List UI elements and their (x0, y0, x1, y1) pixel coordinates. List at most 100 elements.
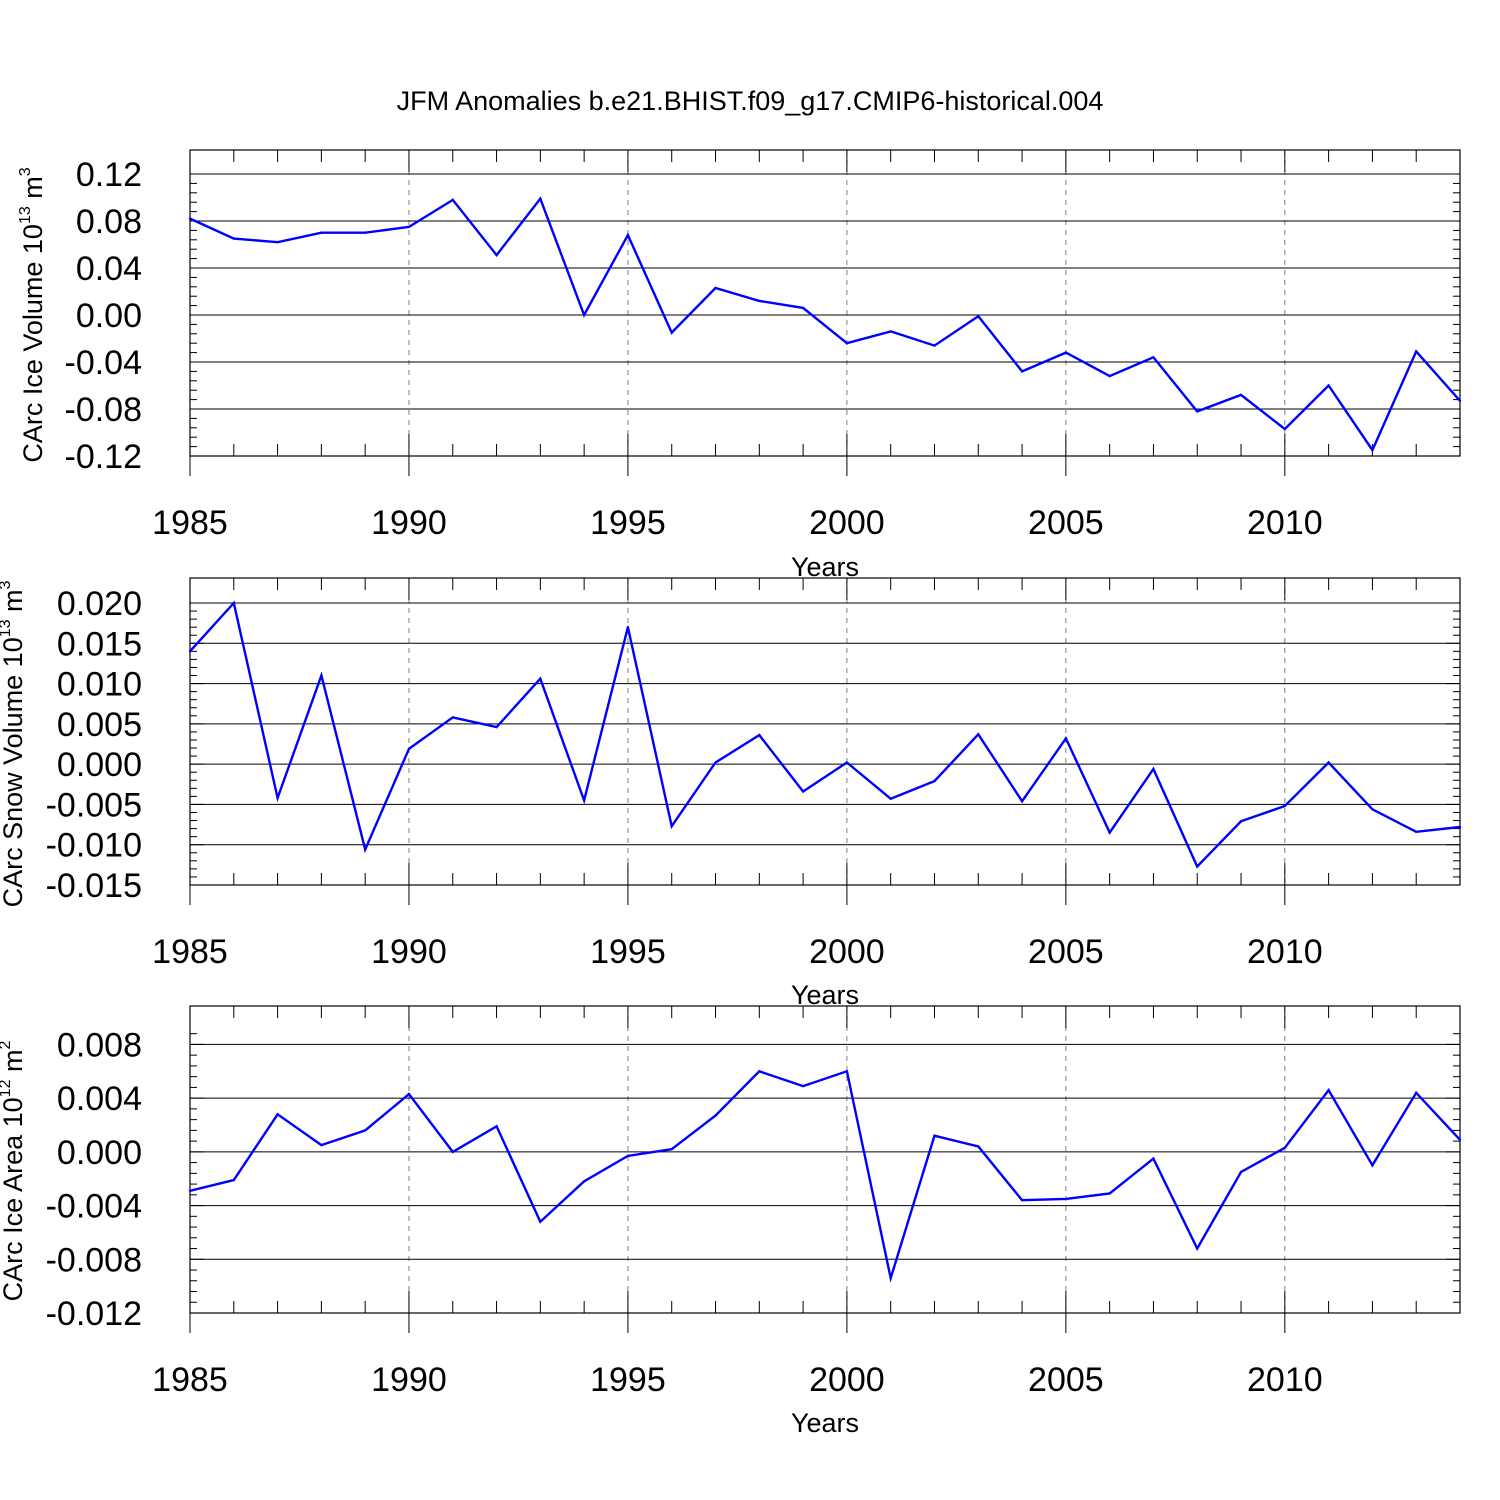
x-tick-label: 1985 (152, 933, 228, 971)
data-point (933, 779, 936, 783)
data-point (539, 1220, 542, 1223)
data-point (1064, 737, 1068, 740)
data-point (451, 198, 454, 202)
x-axis-label: Years (791, 980, 859, 1010)
data-point (758, 1070, 761, 1073)
y-tick-label: -0.005 (46, 786, 142, 824)
y-tick-label: -0.008 (46, 1241, 142, 1279)
data-point (451, 716, 454, 719)
data-point (582, 799, 586, 802)
data-point (1283, 1146, 1287, 1150)
data-point (1415, 830, 1418, 834)
data-point (407, 225, 411, 229)
data-point (1196, 865, 1199, 868)
y-tick-label: 0.000 (57, 1134, 142, 1172)
data-point (670, 1147, 673, 1151)
data-point (1458, 1138, 1462, 1141)
data-point (626, 233, 630, 237)
data-point (582, 313, 586, 317)
data-point (714, 761, 717, 764)
data-point (495, 1125, 498, 1128)
data-point (1152, 767, 1155, 771)
y-axis-label: CArc Snow Volume 1013 m3 (0, 580, 28, 907)
x-tick-label: 1985 (152, 504, 228, 542)
data-point (188, 1189, 192, 1193)
panel-ice-volume: CArc Ice Volume 1013 m3 Years -0.12 -0.08… (17, 149, 1462, 582)
data-point (933, 344, 936, 347)
data-point (320, 1143, 323, 1147)
x-tick-label: 1985 (152, 1361, 228, 1399)
y-tick-label: -0.012 (46, 1295, 142, 1333)
x-tick-label: 2010 (1247, 1361, 1323, 1399)
figure-title: JFM Anomalies b.e21.BHIST.f09_g17.CMIP6-… (397, 86, 1104, 116)
y-tick-label: 0.12 (76, 156, 142, 194)
x-tick-label: 1995 (590, 933, 666, 971)
data-point (1020, 370, 1024, 373)
y-tick-label: 0.00 (76, 297, 142, 335)
data-point (1415, 350, 1418, 353)
y-tick-label: 0.010 (57, 666, 142, 704)
data-point (320, 674, 323, 677)
panel-ice-area: CArc Ice Area 1012 m2 Years -0.012 -0.008… (0, 1005, 1462, 1438)
y-tick-label: 0.008 (57, 1026, 142, 1064)
y-axis-label: CArc Ice Area 1012 m2 (0, 1040, 28, 1301)
data-point (495, 253, 498, 257)
data-point (933, 1134, 936, 1137)
data-point (232, 1178, 235, 1182)
data-point (626, 625, 630, 629)
data-point (407, 747, 411, 751)
data-point (670, 331, 673, 334)
data-point (1108, 831, 1111, 834)
data-point (801, 790, 805, 793)
data-point (801, 1084, 805, 1088)
y-tick-label: -0.010 (46, 827, 142, 865)
x-tick-label: 2000 (809, 933, 885, 971)
data-point (1371, 448, 1374, 452)
data-point (845, 761, 849, 764)
data-point (1152, 1157, 1155, 1160)
data-point (1283, 804, 1287, 808)
data-point (232, 237, 235, 240)
y-tick-label: 0.000 (57, 746, 142, 784)
data-point (1327, 384, 1330, 387)
y-tick-label: -0.12 (65, 438, 143, 476)
y-axis-label: CArc Ice Volume 1013 m3 (17, 167, 48, 462)
data-point (845, 342, 849, 345)
data-point (1196, 410, 1199, 413)
data-point (758, 733, 761, 737)
data-point (977, 314, 980, 318)
data-point (1239, 393, 1243, 397)
data-point (451, 1150, 454, 1154)
x-tick-label: 2000 (809, 1361, 885, 1399)
data-point (1064, 351, 1068, 354)
x-tick-label: 2005 (1028, 504, 1104, 542)
data-point (363, 231, 367, 234)
y-tick-label: 0.005 (57, 706, 142, 744)
data-point (1064, 1197, 1068, 1201)
data-point (363, 1129, 367, 1132)
data-point (889, 330, 892, 333)
x-tick-label: 2005 (1028, 1361, 1104, 1399)
data-point (320, 231, 323, 234)
data-point (714, 286, 717, 290)
data-point (1239, 1170, 1243, 1174)
data-point (188, 217, 192, 220)
y-tick-label: 0.020 (57, 585, 142, 623)
data-point (539, 677, 542, 680)
series-line (189, 1069, 1461, 1283)
x-tick-label: 1990 (371, 504, 447, 542)
data-point (1327, 1088, 1330, 1092)
data-point (1415, 1091, 1418, 1094)
data-point (889, 797, 892, 800)
data-point (1108, 374, 1111, 378)
data-point (1283, 427, 1287, 431)
panel-snow-volume: CArc Snow Volume 1013 m3 Years -0.015-0.… (0, 577, 1462, 1010)
data-point (276, 240, 279, 244)
data-point (1371, 1164, 1374, 1167)
data-point (1152, 356, 1155, 359)
data-point (1020, 800, 1024, 803)
data-point (1327, 761, 1330, 764)
y-tick-label: -0.04 (65, 344, 143, 382)
plot-frame (189, 577, 1461, 886)
